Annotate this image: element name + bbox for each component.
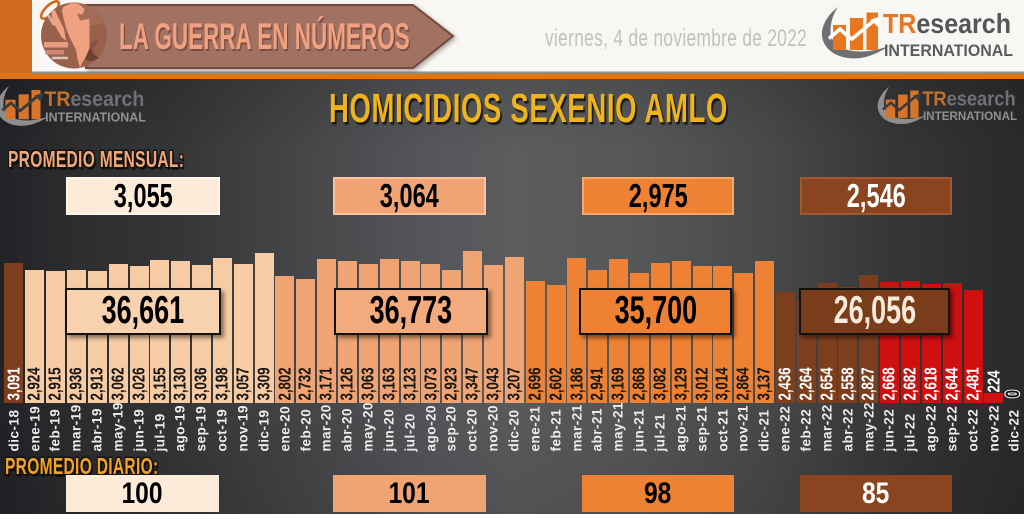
svg-text:INTERNATIONAL: INTERNATIONAL xyxy=(45,110,146,125)
svg-text:TResearch: TResearch xyxy=(44,87,144,111)
svg-text:TResearch: TResearch xyxy=(883,8,1011,39)
svg-text:INTERNATIONAL: INTERNATIONAL xyxy=(923,109,1018,123)
svg-text:INTERNATIONAL: INTERNATIONAL xyxy=(884,41,1013,60)
svg-text:TResearch: TResearch xyxy=(922,89,1015,111)
